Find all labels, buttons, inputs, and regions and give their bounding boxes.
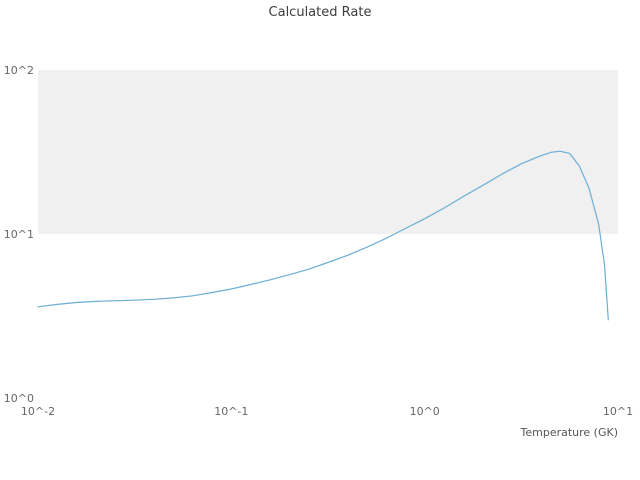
chart-title: Calculated Rate xyxy=(269,5,372,20)
x-tick-label: 10^1 xyxy=(603,405,633,418)
y-tick-label: 10^0 xyxy=(4,392,34,405)
x-tick-labels: 10^-2 10^-1 10^0 10^1 xyxy=(21,405,633,418)
decade-band xyxy=(38,70,618,234)
y-tick-label: 10^2 xyxy=(4,64,34,77)
x-axis-label: Temperature (GK) xyxy=(520,426,619,439)
y-tick-labels: 10^0 10^1 10^2 xyxy=(4,64,34,405)
x-tick-label: 10^-2 xyxy=(21,405,55,418)
y-tick-label: 10^1 xyxy=(4,228,34,241)
x-tick-label: 10^0 xyxy=(410,405,440,418)
x-tick-label: 10^-1 xyxy=(214,405,248,418)
rate-line xyxy=(37,150,609,321)
